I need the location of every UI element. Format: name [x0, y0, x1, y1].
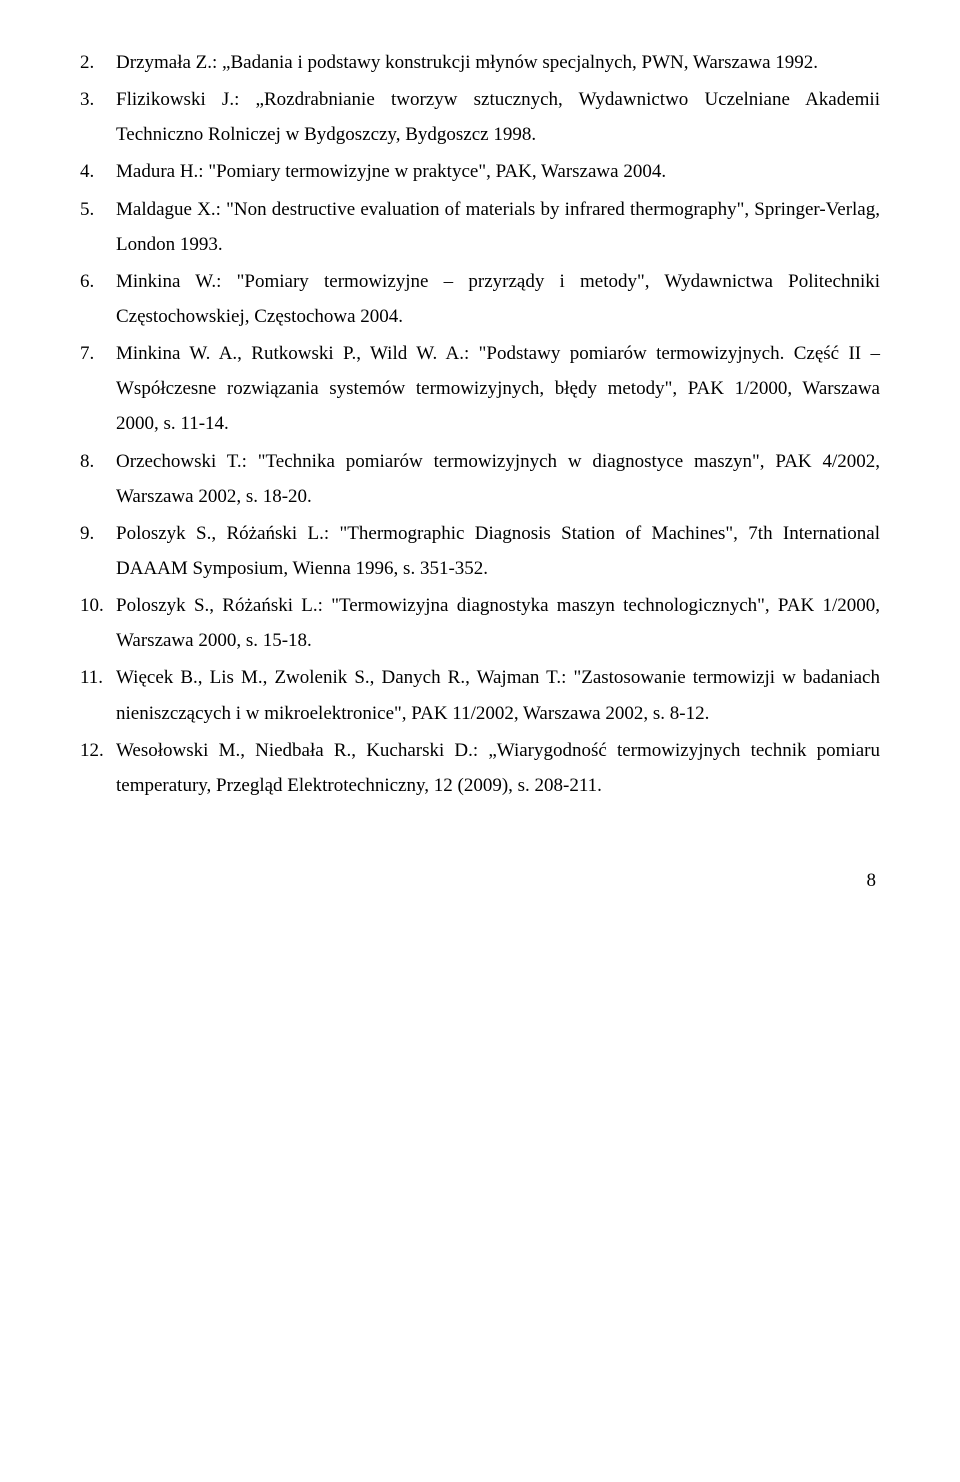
reference-text: Wesołowski M., Niedbała R., Kucharski D.… — [116, 740, 880, 796]
reference-text: Flizikowski J.: „Rozdrabnianie tworzyw s… — [116, 89, 880, 145]
reference-item: Drzymała Z.: „Badania i podstawy konstru… — [80, 45, 880, 80]
reference-text: Maldague X.: "Non destructive evaluation… — [116, 199, 880, 255]
reference-item: Maldague X.: "Non destructive evaluation… — [80, 192, 880, 262]
reference-text: Poloszyk S., Różański L.: "Termowizyjna … — [116, 595, 880, 651]
reference-text: Minkina W.: "Pomiary termowizyjne – przy… — [116, 271, 880, 327]
reference-text: Madura H.: "Pomiary termowizyjne w prakt… — [116, 161, 666, 182]
reference-text: Poloszyk S., Różański L.: "Thermographic… — [116, 523, 880, 579]
reference-text: Więcek B., Lis M., Zwolenik S., Danych R… — [116, 667, 880, 723]
reference-item: Wesołowski M., Niedbała R., Kucharski D.… — [80, 733, 880, 803]
document-page: Drzymała Z.: „Badania i podstawy konstru… — [0, 0, 960, 958]
reference-item: Minkina W.: "Pomiary termowizyjne – przy… — [80, 264, 880, 334]
reference-item: Madura H.: "Pomiary termowizyjne w prakt… — [80, 154, 880, 189]
page-number: 8 — [80, 863, 880, 898]
reference-item: Flizikowski J.: „Rozdrabnianie tworzyw s… — [80, 82, 880, 152]
reference-item: Poloszyk S., Różański L.: "Termowizyjna … — [80, 588, 880, 658]
reference-text: Minkina W. A., Rutkowski P., Wild W. A.:… — [116, 343, 880, 434]
reference-text: Drzymała Z.: „Badania i podstawy konstru… — [116, 52, 818, 73]
reference-item: Poloszyk S., Różański L.: "Thermographic… — [80, 516, 880, 586]
reference-item: Minkina W. A., Rutkowski P., Wild W. A.:… — [80, 336, 880, 441]
reference-item: Orzechowski T.: "Technika pomiarów termo… — [80, 444, 880, 514]
reference-text: Orzechowski T.: "Technika pomiarów termo… — [116, 451, 880, 507]
reference-item: Więcek B., Lis M., Zwolenik S., Danych R… — [80, 660, 880, 730]
reference-list: Drzymała Z.: „Badania i podstawy konstru… — [80, 45, 880, 803]
